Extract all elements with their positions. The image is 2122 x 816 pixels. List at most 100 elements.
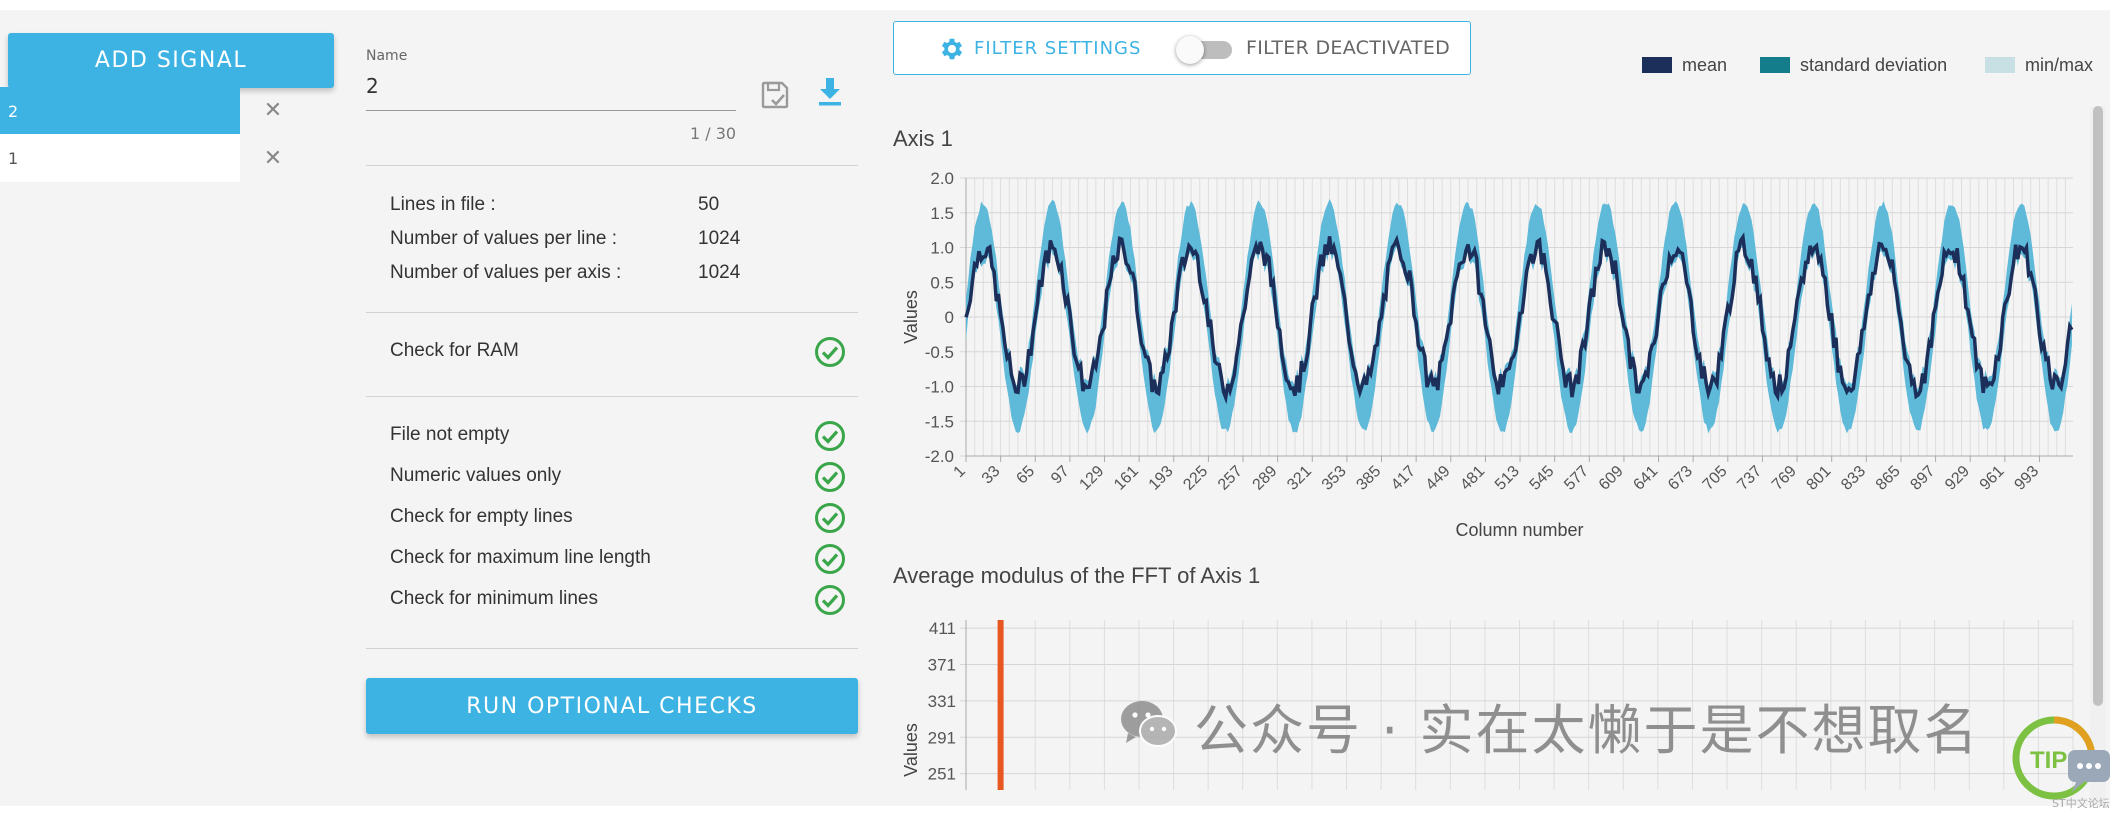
- download-icon[interactable]: [815, 76, 845, 108]
- legend-swatch-minmax: [1985, 57, 2015, 73]
- x-tick-label: 161: [1111, 463, 1142, 494]
- run-optional-checks-button[interactable]: RUN OPTIONAL CHECKS: [366, 678, 858, 734]
- y-tick-label: 1.5: [930, 204, 954, 223]
- y-tick-label: -0.5: [925, 343, 954, 362]
- toggle-thumb: [1176, 36, 1204, 64]
- signal-item-2[interactable]: 2: [0, 87, 240, 135]
- signal-item-1[interactable]: 1: [0, 134, 240, 182]
- x-tick-label: 897: [1907, 463, 1938, 494]
- check-circle-icon: [815, 503, 845, 533]
- x-tick-label: 33: [979, 463, 1004, 488]
- x-tick-label: 353: [1319, 463, 1350, 494]
- check-circle-icon: [815, 544, 845, 574]
- divider: [366, 648, 858, 649]
- stat-label-lines: Lines in file :: [390, 194, 496, 215]
- legend-item-std[interactable]: standard deviation: [1760, 54, 1947, 76]
- axis1-line-chart: 2.01.51.00.50-0.5-1.0-1.5-2.01 33 65 97 129 1…: [901, 169, 2074, 540]
- legend-swatch-mean: [1642, 57, 1672, 73]
- gear-icon[interactable]: [938, 35, 966, 63]
- legend-swatch-std: [1760, 57, 1790, 73]
- x-tick-label: 97: [1048, 463, 1073, 488]
- x-tick-label: 257: [1215, 463, 1246, 494]
- series-line-mean: [964, 232, 2074, 405]
- y-tick-label: 0.5: [930, 273, 954, 292]
- x-tick-label: 673: [1665, 463, 1696, 494]
- name-char-counter: 1 / 30: [690, 124, 737, 143]
- x-tick-label: 993: [2011, 463, 2042, 494]
- tips-badge-icon: TIPS: [2012, 716, 2110, 800]
- tips-footer-text: ST中文论坛: [2052, 797, 2110, 810]
- app-root: ADD SIGNAL 2 ✕ 1 ✕ Name 2 1 / 30 Lines i…: [0, 10, 2110, 806]
- wechat-logo-icon: [1121, 701, 1177, 747]
- y-tick-label: 371: [928, 656, 956, 675]
- x-tick-label: 1: [951, 463, 969, 481]
- watermark: 公众号 · 实在太懒于是不想取名: [1120, 690, 1980, 762]
- x-tick-label: 833: [1838, 463, 1869, 494]
- y-tick-label: 1.0: [930, 239, 954, 258]
- x-tick-label: 961: [1977, 463, 2008, 494]
- save-icon[interactable]: [760, 80, 790, 110]
- legend-label: mean: [1682, 54, 1728, 75]
- legend-label: standard deviation: [1800, 54, 1948, 75]
- divider: [366, 396, 858, 397]
- stat-value-values-per-line: 1024: [698, 228, 741, 249]
- filter-settings-button[interactable]: FILTER SETTINGS: [974, 38, 1142, 59]
- x-tick-label: 769: [1769, 463, 1800, 494]
- x-tick-label: 449: [1423, 463, 1454, 494]
- x-tick-label: 289: [1250, 463, 1281, 494]
- x-axis-label: Column number: [1455, 520, 1583, 540]
- filter-toggle[interactable]: [1176, 36, 1232, 64]
- y-axis-label: Values: [901, 290, 921, 344]
- x-tick-label: 801: [1804, 463, 1835, 494]
- x-tick-label: 129: [1076, 463, 1107, 494]
- legend-item-minmax[interactable]: min/max: [1985, 54, 2093, 76]
- y-tick-label: 411: [929, 619, 956, 638]
- y-tick-label: 2.0: [930, 169, 954, 188]
- check-label-empty-lines: Check for empty lines: [390, 506, 573, 527]
- x-tick-label: 193: [1146, 463, 1177, 494]
- x-tick-label: 705: [1700, 463, 1731, 494]
- y-axis-label: Values: [901, 723, 921, 777]
- stat-value-lines: 50: [698, 194, 720, 215]
- x-tick-label: 929: [1942, 463, 1973, 494]
- chart-title: Axis 1: [893, 126, 953, 151]
- check-circle-icon: [815, 462, 845, 492]
- y-tick-label: 0: [945, 308, 954, 327]
- scrollbar[interactable]: [2090, 106, 2106, 806]
- name-field-label: Name: [366, 48, 408, 64]
- name-input[interactable]: 2: [366, 74, 379, 98]
- chart-title: Average modulus of the FFT of Axis 1: [893, 563, 1261, 588]
- add-signal-button[interactable]: ADD SIGNAL: [8, 33, 334, 88]
- x-tick-label: 321: [1284, 463, 1315, 494]
- x-tick-label: 545: [1527, 463, 1558, 494]
- signal-label: 1: [8, 148, 19, 168]
- signal-label: 2: [8, 101, 19, 121]
- x-tick-label: 737: [1734, 463, 1765, 494]
- x-tick-label: 641: [1630, 463, 1661, 494]
- divider: [366, 312, 858, 313]
- y-tick-label: 251: [928, 765, 956, 784]
- close-icon[interactable]: ✕: [263, 146, 283, 171]
- check-label-numeric-values: Numeric values only: [390, 465, 562, 486]
- stat-label-values-per-axis: Number of values per axis :: [390, 262, 622, 283]
- legend-label: min/max: [2025, 54, 2094, 75]
- filter-state-label: FILTER DEACTIVATED: [1246, 37, 1451, 59]
- x-tick-label: 865: [1873, 463, 1904, 494]
- x-tick-label: 65: [1013, 463, 1038, 488]
- x-tick-label: 385: [1353, 463, 1384, 494]
- watermark-text: 公众号 · 实在太懒于是不想取名: [1194, 698, 1980, 762]
- check-circle-icon: [815, 421, 845, 451]
- scrollbar-thumb[interactable]: [2093, 106, 2103, 706]
- check-circle-icon: [815, 337, 845, 367]
- y-tick-label: -2.0: [925, 447, 954, 466]
- x-tick-label: 481: [1457, 463, 1488, 494]
- x-tick-label: 609: [1596, 463, 1627, 494]
- check-circle-icon: [815, 585, 845, 615]
- close-icon[interactable]: ✕: [263, 98, 283, 123]
- x-tick-label: 577: [1561, 463, 1592, 494]
- legend-item-mean[interactable]: mean: [1642, 54, 1727, 76]
- x-tick-label: 417: [1388, 463, 1419, 494]
- check-label-max-line-length: Check for maximum line length: [390, 547, 651, 568]
- x-tick-label: 513: [1492, 463, 1523, 494]
- x-tick-label: 225: [1180, 463, 1211, 494]
